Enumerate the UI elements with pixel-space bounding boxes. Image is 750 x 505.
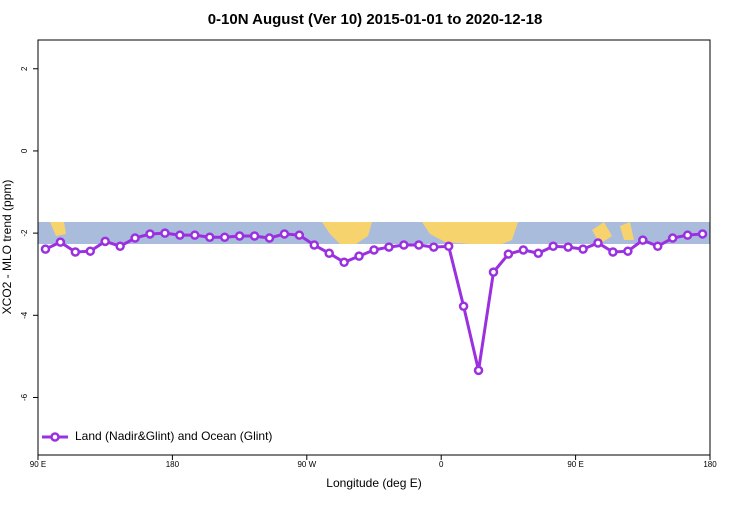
point xyxy=(130,233,140,243)
point xyxy=(115,241,125,252)
y-tick-label: -2 xyxy=(20,229,29,237)
point xyxy=(85,246,96,256)
y-tick-label: 2 xyxy=(20,66,29,71)
point xyxy=(414,240,424,250)
point xyxy=(697,229,708,239)
map-land xyxy=(620,222,634,240)
x-tick-label: 90 E xyxy=(30,460,46,469)
point xyxy=(324,248,334,259)
point xyxy=(682,230,693,240)
y-tick-label: -4 xyxy=(20,311,29,319)
legend-label: Land (Nadir&Glint) and Ocean (Glint) xyxy=(75,429,272,443)
x-axis-label: Longitude (deg E) xyxy=(326,476,421,490)
point xyxy=(608,247,618,257)
point xyxy=(623,246,633,256)
point xyxy=(339,257,349,268)
point xyxy=(354,251,364,261)
point xyxy=(249,231,260,241)
plot-frame xyxy=(37,39,711,456)
point xyxy=(160,228,170,238)
x-tick-label: 90 W xyxy=(297,460,316,469)
chart-title: 0-10N August (Ver 10) 2015-01-01 to 2020… xyxy=(208,11,543,28)
point xyxy=(204,232,215,242)
point xyxy=(384,242,394,252)
legend-marker xyxy=(50,432,60,442)
point xyxy=(190,230,200,240)
point xyxy=(294,230,305,240)
y-tick-label: 0 xyxy=(20,148,29,153)
point xyxy=(593,238,603,248)
point xyxy=(100,236,110,247)
point xyxy=(652,241,663,252)
point xyxy=(638,235,648,245)
point xyxy=(399,240,409,250)
map-land xyxy=(50,222,66,236)
y-tick-label: -6 xyxy=(20,393,29,401)
point xyxy=(533,248,544,259)
point xyxy=(488,267,499,277)
x-tick-label: 90 E xyxy=(567,460,583,469)
point xyxy=(309,240,320,250)
point xyxy=(219,232,230,242)
point xyxy=(667,233,678,243)
point xyxy=(70,247,81,257)
point xyxy=(145,229,155,239)
point xyxy=(369,245,379,255)
point xyxy=(55,237,66,247)
point xyxy=(518,245,529,255)
point xyxy=(428,242,439,252)
point xyxy=(264,233,275,243)
point xyxy=(175,230,185,240)
point xyxy=(503,249,514,259)
point xyxy=(473,365,484,376)
map-land xyxy=(422,222,518,244)
point xyxy=(458,301,469,312)
point xyxy=(40,244,51,254)
point xyxy=(443,241,454,252)
map-land xyxy=(322,222,372,244)
point xyxy=(578,244,588,254)
y-axis-label: XCO2 - MLO trend (ppm) xyxy=(0,180,14,315)
x-tick-label: 180 xyxy=(166,460,180,469)
point xyxy=(563,242,573,252)
point xyxy=(234,231,245,241)
point xyxy=(279,229,290,239)
x-tick-label: 0 xyxy=(439,460,444,469)
point xyxy=(548,241,558,252)
x-tick-label: 180 xyxy=(703,460,717,469)
